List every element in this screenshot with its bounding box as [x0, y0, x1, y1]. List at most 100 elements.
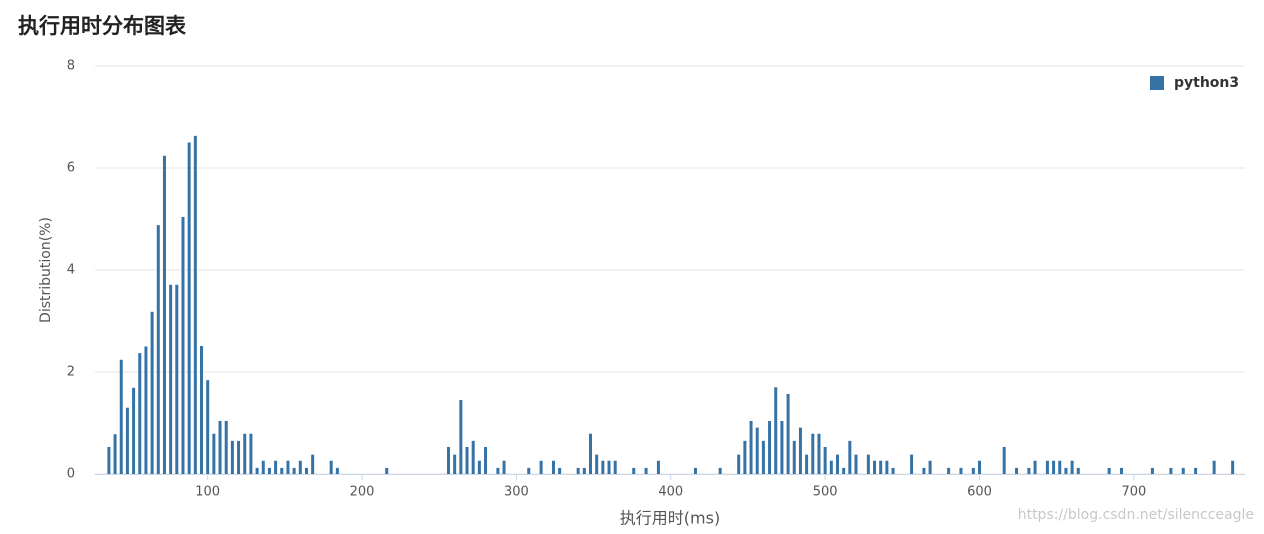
bar: [749, 420, 753, 474]
bar: [947, 467, 951, 474]
watermark: https://blog.csdn.net/silencceagle: [1018, 507, 1254, 523]
bar: [243, 433, 247, 474]
bar: [119, 359, 123, 474]
bar: [496, 467, 500, 474]
bar: [502, 460, 506, 474]
bar: [169, 284, 173, 474]
bar: [823, 446, 827, 474]
bar: [193, 135, 197, 474]
bar: [817, 433, 821, 474]
bar: [1120, 467, 1124, 474]
bar: [866, 454, 870, 474]
bar: [1169, 467, 1173, 474]
bar: [811, 433, 815, 474]
bar: [582, 467, 586, 474]
bar: [743, 440, 747, 474]
bar: [656, 460, 660, 474]
bar: [693, 467, 697, 474]
bar: [471, 440, 475, 474]
x-tick-label: 300: [504, 485, 529, 500]
bar: [768, 420, 772, 474]
bar: [132, 387, 136, 474]
bar: [842, 467, 846, 474]
x-tick-label: 200: [350, 485, 375, 500]
bar: [1231, 460, 1235, 474]
bar: [224, 420, 228, 474]
bar: [280, 467, 284, 474]
bar: [786, 393, 790, 474]
x-axis-label: 执行用时(ms): [620, 509, 720, 528]
bar: [879, 460, 883, 474]
y-tick-label: 8: [67, 59, 75, 74]
bar: [576, 467, 580, 474]
bar: [125, 407, 129, 474]
bar: [113, 434, 117, 474]
bar: [156, 225, 160, 474]
bar: [885, 460, 889, 474]
x-tick-label: 400: [658, 485, 683, 500]
bar: [977, 460, 981, 474]
bar: [162, 155, 166, 474]
bar: [527, 467, 531, 474]
bar: [144, 346, 148, 474]
bar: [928, 460, 932, 474]
y-tick-label: 0: [67, 467, 75, 482]
bar: [446, 446, 450, 474]
bar: [255, 467, 259, 474]
bar: [922, 467, 926, 474]
y-tick-label: 6: [67, 161, 75, 176]
bar: [601, 460, 605, 474]
bar: [274, 460, 278, 474]
bar: [261, 460, 265, 474]
bar: [237, 440, 241, 474]
bar: [755, 427, 759, 474]
y-axis-label: Distribution(%): [38, 217, 54, 323]
bar: [1033, 460, 1037, 474]
bar: [1027, 467, 1031, 474]
bar: [200, 345, 204, 474]
bar: [218, 420, 222, 474]
bar: [477, 460, 481, 474]
bar: [484, 446, 488, 474]
bar: [644, 467, 648, 474]
x-tick-label: 600: [967, 485, 992, 500]
legend-swatch: [1150, 76, 1164, 90]
bar: [780, 420, 784, 474]
bar: [910, 454, 914, 474]
bar: [1064, 467, 1068, 474]
bar: [891, 467, 895, 474]
bar: [1052, 460, 1056, 474]
x-tick-label: 700: [1121, 485, 1146, 500]
bar: [1107, 467, 1111, 474]
bar: [212, 433, 216, 474]
bar: [1181, 467, 1185, 474]
bar: [798, 427, 802, 474]
bar: [848, 440, 852, 474]
bar: [607, 460, 611, 474]
bar: [329, 460, 333, 474]
bar: [1212, 460, 1216, 474]
bar: [761, 440, 765, 474]
bar: [292, 467, 296, 474]
bar: [1194, 467, 1198, 474]
chart-title: 执行用时分布图表: [18, 14, 187, 38]
bar: [829, 460, 833, 474]
bar: [453, 454, 457, 474]
bar: [1070, 460, 1074, 474]
x-tick-label: 100: [195, 485, 220, 500]
bar: [792, 440, 796, 474]
bar: [873, 460, 877, 474]
bar: [737, 454, 741, 474]
bar: [551, 460, 555, 474]
bar: [718, 467, 722, 474]
bar: [249, 433, 253, 474]
bar: [959, 467, 963, 474]
bar: [558, 467, 562, 474]
bar: [465, 446, 469, 474]
x-tick-label: 500: [813, 485, 838, 500]
bar: [138, 353, 142, 474]
bar: [150, 311, 154, 474]
bar: [1015, 467, 1019, 474]
bar: [1058, 460, 1062, 474]
